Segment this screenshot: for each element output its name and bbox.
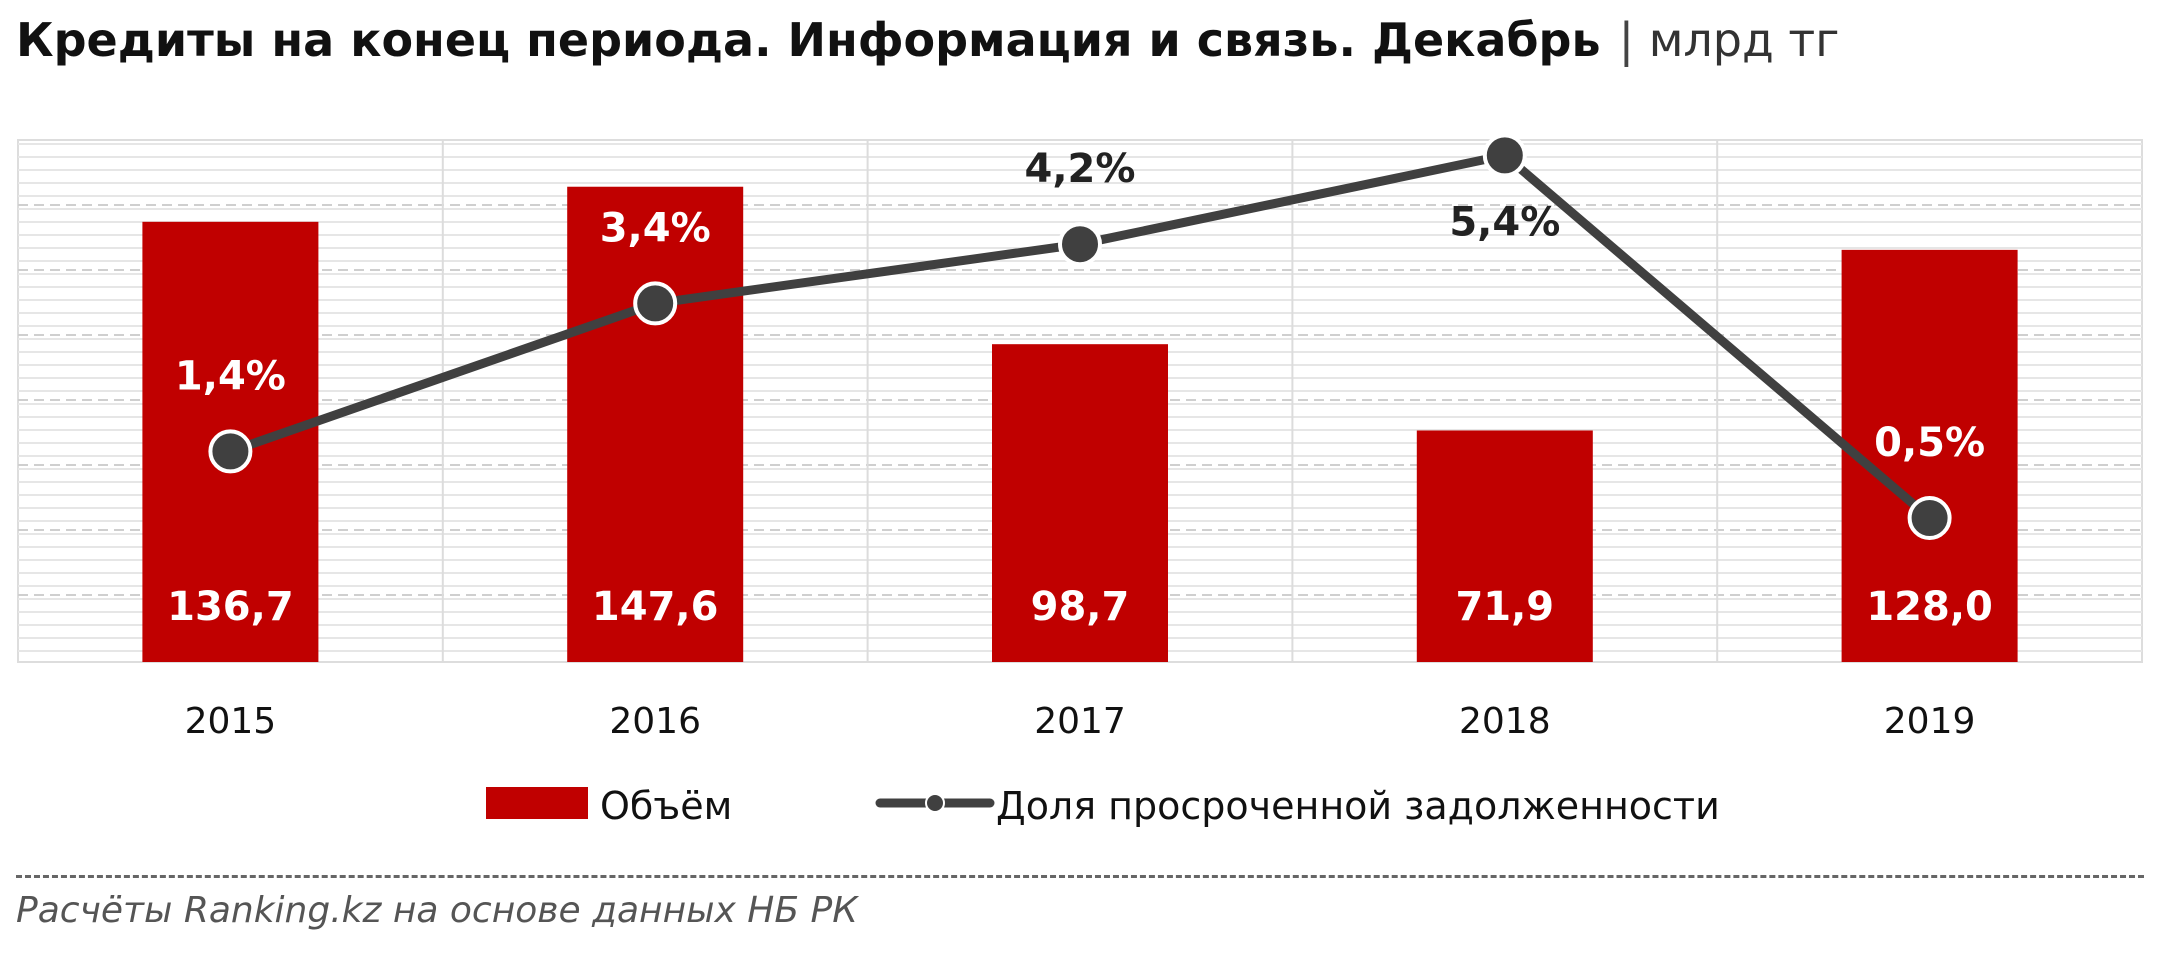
x-tick-label: 2018 bbox=[1459, 701, 1551, 742]
legend-swatch-bars bbox=[486, 787, 588, 819]
line-point[interactable] bbox=[633, 281, 678, 326]
bar-value-label: 136,7 bbox=[167, 584, 294, 630]
chart-title: Кредиты на конец периода. Информация и с… bbox=[16, 8, 1839, 72]
bar[interactable] bbox=[567, 186, 744, 662]
line-value-label: 5,4% bbox=[1449, 199, 1560, 245]
chart-title-unit: млрд тг bbox=[1648, 13, 1840, 67]
bar-value-label: 147,6 bbox=[592, 584, 719, 630]
line-value-label: 4,2% bbox=[1025, 146, 1136, 192]
bar[interactable] bbox=[1841, 249, 2018, 662]
line-point[interactable] bbox=[208, 429, 253, 474]
bar[interactable] bbox=[992, 344, 1168, 662]
source-note: Расчёты Ranking.kz на основе данных НБ Р… bbox=[16, 890, 858, 931]
x-tick-label: 2016 bbox=[609, 701, 701, 742]
source-divider bbox=[16, 875, 2144, 878]
chart-title-separator: | bbox=[1618, 13, 1635, 67]
line-point[interactable] bbox=[1482, 133, 1527, 178]
legend-label-bars: Объём bbox=[600, 784, 732, 828]
bar-value-label: 71,9 bbox=[1455, 584, 1554, 630]
legend-label-line: Доля просроченной задолженности bbox=[996, 784, 1720, 828]
line-value-label: 3,4% bbox=[600, 205, 711, 251]
bar[interactable] bbox=[1416, 430, 1593, 662]
bar-value-label: 98,7 bbox=[1031, 584, 1130, 630]
x-tick-label: 2019 bbox=[1884, 701, 1976, 742]
bar-value-label: 128,0 bbox=[1866, 584, 1993, 630]
line-point[interactable] bbox=[1907, 496, 1952, 540]
chart-title-main: Кредиты на конец периода. Информация и с… bbox=[16, 13, 1601, 67]
line-value-label: 0,5% bbox=[1874, 420, 1985, 466]
x-tick-label: 2015 bbox=[185, 701, 277, 742]
x-tick-label: 2017 bbox=[1034, 701, 1126, 742]
line-value-label: 1,4% bbox=[175, 353, 286, 399]
legend-swatch-marker bbox=[925, 793, 945, 813]
line-point[interactable] bbox=[1058, 222, 1102, 267]
